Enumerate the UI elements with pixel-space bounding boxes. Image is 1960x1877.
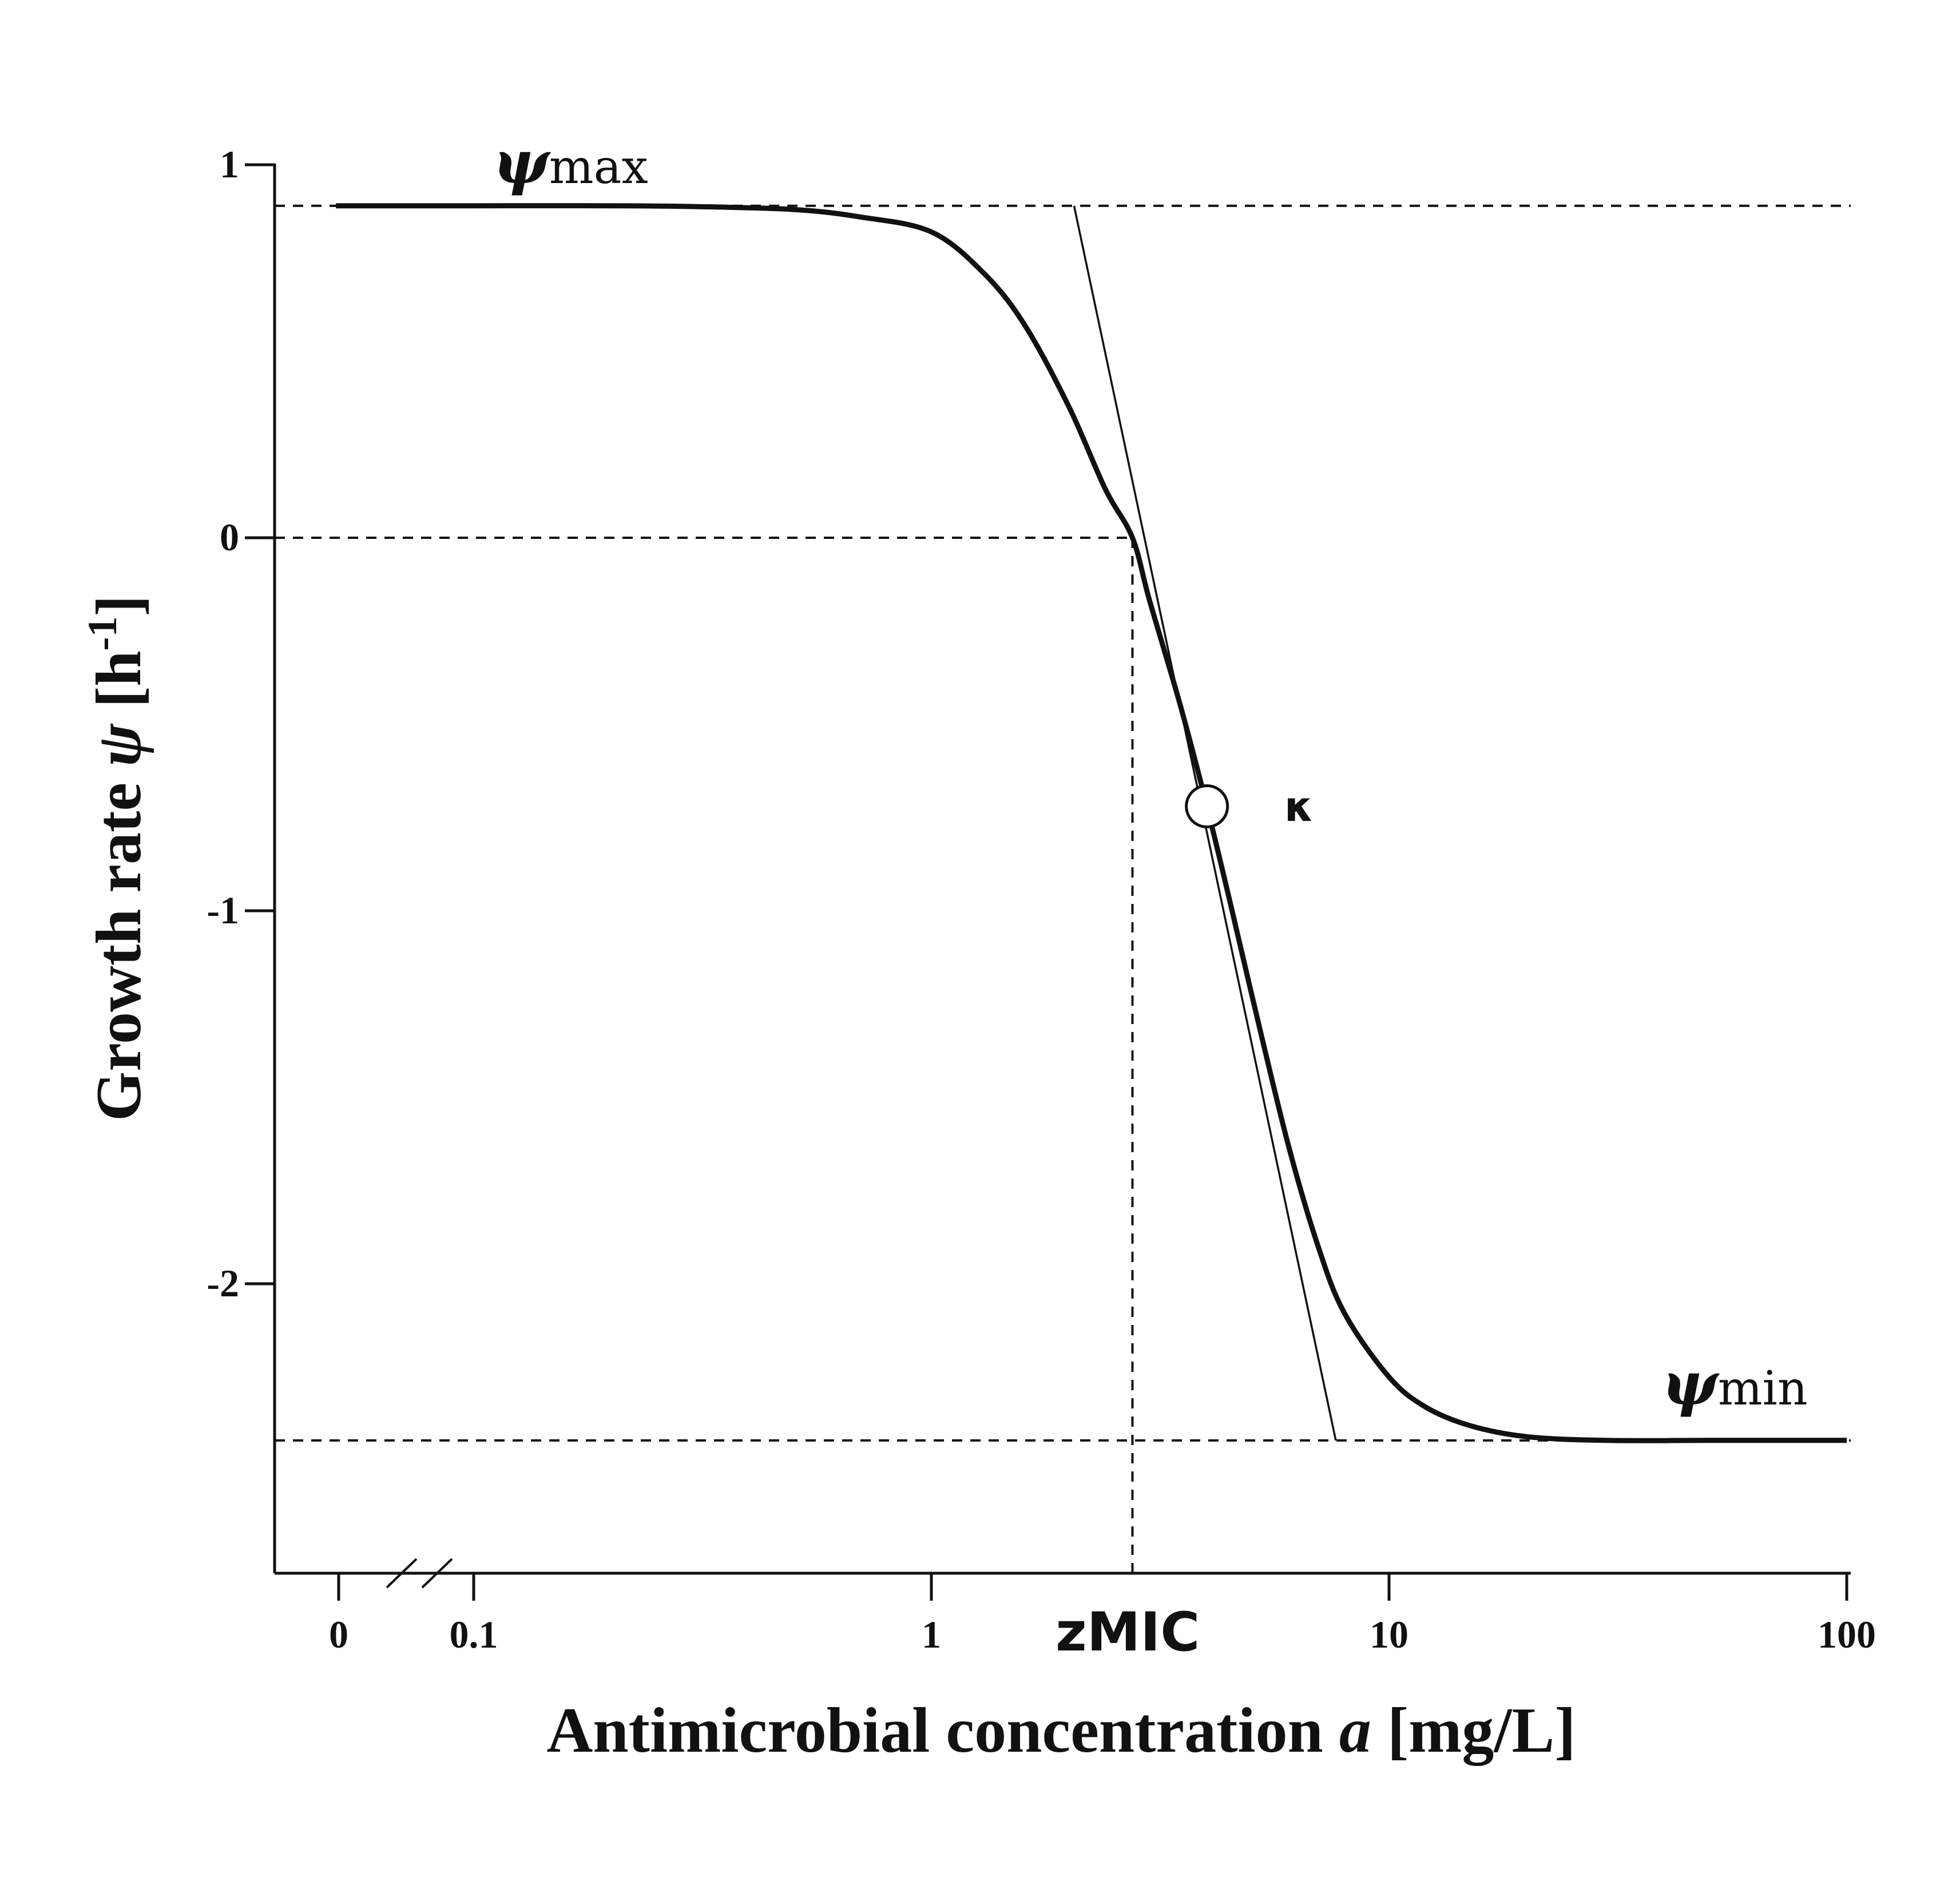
- x-tick-label: 10: [1370, 1613, 1408, 1656]
- y-ticks: 1 0 -1 -2: [207, 142, 275, 1305]
- x-tick-label: 0: [329, 1613, 348, 1656]
- y-axis-title-unit-close: ]: [84, 595, 154, 616]
- curve-layer: [336, 203, 1847, 1443]
- kappa-label: κ: [1284, 783, 1314, 831]
- x-axis-title-variable: a: [1339, 1695, 1371, 1766]
- x-ticks: 0 0.1 1 10 100: [329, 1573, 1876, 1656]
- psi-max-symbol: ψ: [493, 127, 551, 197]
- reference-lines: [275, 204, 1851, 1573]
- y-axis-title-variable: ψ: [84, 723, 154, 767]
- zmic-label: zMIC: [1056, 1601, 1200, 1664]
- y-tick-label: 1: [220, 142, 239, 186]
- x-axis-title-prefix: Antimicrobial concentration: [546, 1695, 1339, 1766]
- axis-break-slash-1: [386, 1558, 418, 1589]
- y-axis-title: Growth rate ψ [h-1]: [80, 595, 154, 1121]
- x-axis-title: Antimicrobial concentration a [mg/L]: [546, 1695, 1576, 1766]
- x-axis-title-unit: [mg/L]: [1371, 1695, 1576, 1766]
- y-tick-label: -1: [207, 888, 239, 932]
- growth-rate-curve: [336, 203, 1847, 1443]
- x-tick-label: 1: [922, 1613, 941, 1656]
- psi-min-label: ψmin: [1662, 1348, 1808, 1419]
- y-axis-title-prefix: Growth rate: [84, 767, 154, 1121]
- x-tick-label: 100: [1818, 1613, 1876, 1656]
- psi-min-symbol: ψ: [1662, 1348, 1720, 1419]
- axes: [273, 164, 1851, 1575]
- y-axis-title-unit-exponent: -1: [80, 616, 125, 650]
- x-tick-label: 0.1: [450, 1613, 498, 1656]
- marker-layer: [1185, 784, 1229, 828]
- y-tick-label: -2: [207, 1261, 239, 1305]
- axis-break-slash-2: [421, 1558, 453, 1589]
- y-tick-label: 0: [220, 515, 239, 559]
- inflection-point-marker: [1185, 784, 1229, 828]
- y-axis-title-unit-open: [h: [84, 650, 154, 724]
- psi-min-subscript: min: [1718, 1362, 1808, 1416]
- x-axis-break-mark: [386, 1558, 453, 1589]
- psi-max-label: ψmax: [493, 127, 648, 197]
- psi-max-subscript: max: [549, 140, 648, 195]
